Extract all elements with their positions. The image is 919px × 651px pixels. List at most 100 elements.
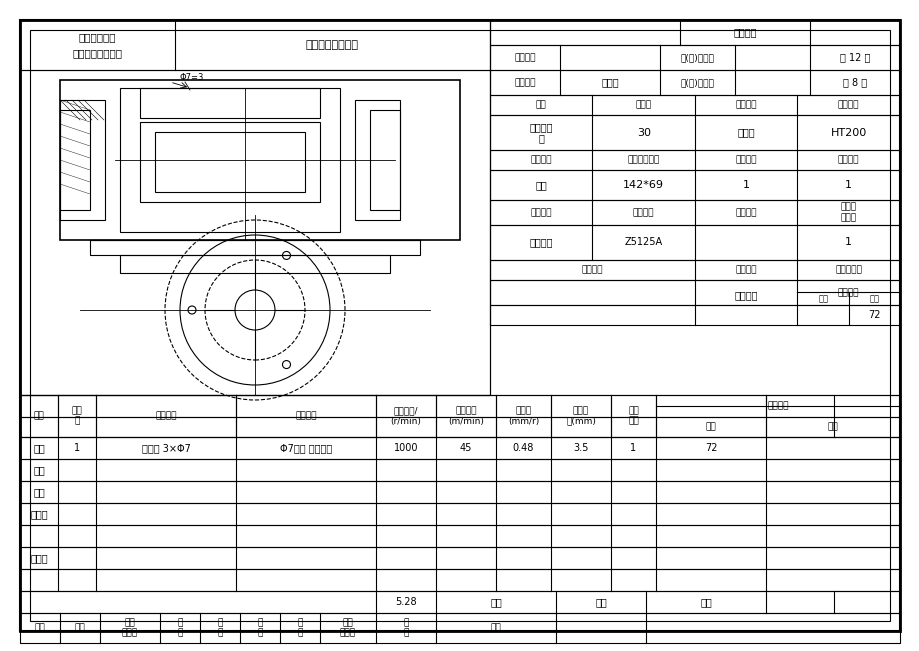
Bar	[490, 280, 899, 305]
Text: HT200: HT200	[830, 128, 866, 137]
Text: 工序时间: 工序时间	[837, 288, 858, 297]
Text: Φ7钻头 游标卡尺: Φ7钻头 游标卡尺	[279, 443, 332, 453]
Text: 审核: 审核	[595, 597, 607, 607]
Text: 1: 1	[845, 238, 851, 247]
Bar	[90, 240, 420, 255]
Text: 签
字: 签 字	[177, 618, 183, 638]
Text: 钻通孔 3×Φ7: 钻通孔 3×Φ7	[142, 443, 190, 453]
Text: 西安工业大学: 西安工业大学	[79, 32, 116, 42]
Text: 72: 72	[868, 310, 879, 320]
Text: 每台件数: 每台件数	[837, 156, 858, 165]
Bar	[490, 115, 899, 150]
Text: 机加工车
间: 机加工车 间	[529, 122, 552, 143]
Bar	[140, 122, 320, 202]
Text: 会签: 会签	[699, 597, 711, 607]
Text: 切削速度
(m/min): 切削速度 (m/min)	[448, 406, 483, 426]
Bar	[490, 95, 899, 115]
Bar	[60, 80, 460, 240]
Text: 文件编号: 文件编号	[732, 27, 756, 38]
Text: 单件: 单件	[868, 294, 879, 303]
Text: 5.28: 5.28	[395, 597, 416, 607]
Text: 标
记: 标 记	[257, 618, 263, 638]
Text: 连接座: 连接座	[600, 77, 618, 87]
Bar	[490, 170, 899, 200]
Text: 机械加工工序卡片: 机械加工工序卡片	[306, 40, 358, 50]
Text: 更改
文件号: 更改 文件号	[339, 618, 356, 638]
Text: 北方信息工程学院: 北方信息工程学院	[73, 48, 122, 58]
Text: 产品名称: 产品名称	[514, 78, 535, 87]
Bar	[490, 70, 899, 95]
Text: 1: 1	[845, 180, 851, 190]
Text: 1: 1	[742, 180, 749, 190]
Text: 车间: 车间	[535, 100, 546, 109]
Text: 3.5: 3.5	[573, 443, 588, 453]
Text: 日期: 日期	[490, 624, 501, 633]
Text: 进给量
(mm/r): 进给量 (mm/r)	[507, 406, 539, 426]
Text: 工件名称: 工件名称	[734, 100, 756, 109]
Text: 72: 72	[704, 443, 717, 453]
Bar	[20, 395, 899, 437]
Text: 夹具编号: 夹具编号	[581, 266, 603, 275]
Bar	[490, 200, 899, 225]
Text: 工步内容: 工步内容	[155, 411, 176, 421]
Bar	[20, 481, 899, 503]
Bar	[20, 20, 490, 70]
Bar	[355, 100, 400, 220]
Text: 铸件: 铸件	[535, 180, 547, 190]
Text: 更改
文件号: 更改 文件号	[122, 618, 138, 638]
Text: 工艺装备: 工艺装备	[295, 411, 316, 421]
Bar	[490, 45, 899, 70]
Text: 进给深
度(mm): 进给深 度(mm)	[565, 406, 596, 426]
Text: 零(部)件名称: 零(部)件名称	[680, 78, 714, 87]
Bar	[490, 225, 899, 260]
Text: 专用夹具: 专用夹具	[733, 290, 757, 301]
Text: 0.48: 0.48	[512, 443, 534, 453]
Bar	[20, 591, 899, 613]
Text: 主轴转速/
(r/min): 主轴转速/ (r/min)	[391, 406, 421, 426]
Text: 1: 1	[630, 443, 636, 453]
Text: Z5125A: Z5125A	[624, 238, 662, 247]
Bar	[369, 110, 400, 210]
Text: 田宇: 田宇	[33, 487, 45, 497]
Text: 辅助: 辅助	[827, 422, 837, 432]
Bar	[20, 395, 899, 437]
Text: 田宇: 田宇	[33, 443, 45, 453]
Text: 1000: 1000	[393, 443, 418, 453]
Bar	[119, 88, 340, 232]
Bar	[140, 88, 320, 118]
Text: 描校: 描校	[33, 465, 45, 475]
Bar	[490, 20, 899, 45]
Text: 第 8 页: 第 8 页	[842, 77, 866, 87]
Bar	[20, 459, 899, 481]
Text: 夹具名称: 夹具名称	[734, 266, 756, 275]
Text: 同时加
工件数: 同时加 工件数	[840, 203, 856, 222]
Bar	[119, 255, 390, 273]
Text: 工序号: 工序号	[635, 100, 651, 109]
Text: 处
数: 处 数	[297, 618, 302, 638]
Text: 30: 30	[636, 128, 650, 137]
Bar	[60, 100, 105, 220]
Bar	[20, 70, 490, 395]
Bar	[490, 150, 899, 170]
Text: 设备型号: 设备型号	[632, 208, 653, 217]
Text: 毛坯种类: 毛坯种类	[530, 156, 551, 165]
Bar	[154, 132, 305, 192]
Text: 标记: 标记	[35, 624, 45, 633]
Bar	[20, 437, 899, 459]
Bar	[20, 613, 899, 643]
Bar	[490, 305, 899, 325]
Text: 日
期: 日 期	[217, 618, 222, 638]
Text: 1: 1	[74, 443, 80, 453]
Bar	[20, 525, 899, 547]
Text: 零(部)件图号: 零(部)件图号	[680, 53, 714, 62]
Text: 工时定额: 工时定额	[766, 402, 788, 411]
Text: 45: 45	[460, 443, 471, 453]
Text: 立式钻床: 立式钻床	[529, 238, 552, 247]
Text: 走刀
次数: 走刀 次数	[628, 406, 638, 426]
Text: 底图号: 底图号	[30, 509, 48, 519]
Bar	[490, 260, 899, 280]
Bar	[20, 503, 899, 525]
Text: 共 12 页: 共 12 页	[839, 53, 869, 62]
Bar	[60, 110, 90, 210]
Text: 每坯件数: 每坯件数	[734, 156, 756, 165]
